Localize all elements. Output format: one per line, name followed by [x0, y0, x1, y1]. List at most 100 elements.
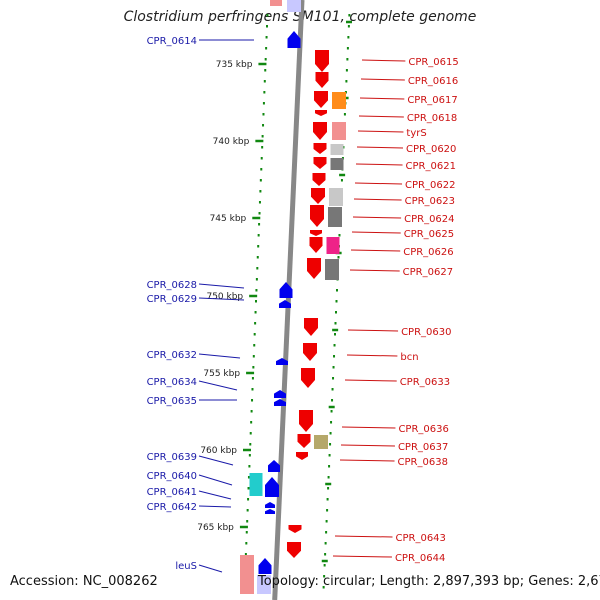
right-gene-label[interactable]: CPR_0622 — [405, 180, 455, 191]
label-leader-line — [350, 249, 401, 252]
forward-gene-arrow[interactable] — [274, 399, 286, 406]
right-gene-label[interactable]: CPR_0621 — [406, 161, 456, 172]
reverse-gene-arrow[interactable] — [315, 72, 329, 88]
label-leader-line — [198, 505, 232, 508]
right-gene-label[interactable]: CPR_0637 — [398, 442, 448, 453]
feature-box[interactable] — [330, 144, 344, 155]
feature-box[interactable] — [330, 158, 344, 170]
label-leader-line — [332, 555, 392, 558]
reverse-gene-arrow[interactable] — [313, 122, 327, 140]
right-gene-label[interactable]: CPR_0620 — [406, 144, 456, 155]
feature-box[interactable] — [325, 259, 339, 280]
reverse-gene-arrow[interactable] — [311, 188, 325, 204]
right-gene-label[interactable]: CPR_0616 — [408, 76, 458, 87]
feature-box[interactable] — [249, 473, 263, 496]
feature-box[interactable] — [332, 92, 346, 109]
reverse-gene-arrow[interactable] — [299, 410, 313, 432]
label-leader-line — [352, 216, 402, 219]
forward-gene-arrow[interactable] — [265, 477, 279, 497]
right-gene-label[interactable]: CPR_0644 — [395, 553, 445, 564]
left-gene-label[interactable]: CPR_0641 — [147, 487, 197, 498]
left-gene-label[interactable]: CPR_0628 — [147, 280, 197, 291]
forward-gene-arrow[interactable] — [268, 460, 280, 472]
left-gene-label[interactable]: leuS — [175, 561, 197, 572]
right-gene-label[interactable]: CPR_0618 — [407, 113, 457, 124]
genome-backbone — [272, 0, 305, 600]
kbp-tick-label: 760 kbp — [200, 446, 237, 456]
reverse-gene-arrow[interactable] — [287, 542, 301, 558]
feature-box[interactable] — [329, 188, 343, 206]
reverse-gene-arrow[interactable] — [310, 230, 322, 236]
label-leader-line — [198, 380, 238, 391]
left-gene-label[interactable]: CPR_0632 — [147, 350, 197, 361]
right-gene-label[interactable]: CPR_0617 — [407, 95, 457, 106]
reverse-gene-arrow[interactable] — [303, 343, 317, 361]
reverse-gene-arrow[interactable] — [307, 258, 321, 279]
kbp-tick-label: 755 kbp — [203, 369, 240, 379]
right-gene-label[interactable]: CPR_0638 — [398, 457, 448, 468]
reverse-gene-arrow[interactable] — [315, 50, 329, 72]
label-leader-line — [339, 459, 395, 462]
reverse-gene-arrow[interactable] — [313, 143, 327, 154]
feature-box[interactable] — [328, 207, 342, 227]
right-gene-label[interactable]: CPR_0633 — [400, 377, 450, 388]
forward-gene-arrow[interactable] — [279, 282, 293, 298]
reverse-gene-arrow[interactable] — [288, 525, 302, 533]
reverse-gene-arrow[interactable] — [309, 237, 323, 253]
left-gene-label[interactable]: CPR_0634 — [147, 377, 197, 388]
left-gene-label[interactable]: CPR_0640 — [147, 471, 197, 482]
kbp-tick-label: 735 kbp — [216, 60, 253, 70]
reverse-gene-arrow[interactable] — [296, 452, 308, 460]
forward-gene-arrow[interactable] — [279, 300, 291, 308]
right-gene-label[interactable]: CPR_0624 — [404, 214, 454, 225]
label-leader-line — [198, 564, 223, 573]
reverse-gene-arrow[interactable] — [297, 434, 311, 448]
right-gene-label[interactable]: CPR_0627 — [403, 267, 453, 278]
feature-box[interactable] — [326, 237, 340, 254]
right-gene-label[interactable]: CPR_0636 — [398, 424, 448, 435]
right-gene-label[interactable]: CPR_0623 — [405, 196, 455, 207]
left-gene-label[interactable]: CPR_0614 — [147, 36, 197, 47]
feature-box[interactable] — [332, 122, 346, 140]
reverse-gene-arrow[interactable] — [301, 368, 315, 388]
feature-box[interactable] — [270, 0, 282, 6]
right-gene-label[interactable]: CPR_0615 — [408, 57, 458, 68]
reverse-gene-arrow[interactable] — [310, 205, 324, 227]
feature-box[interactable] — [257, 575, 271, 594]
reverse-gene-arrow[interactable] — [312, 173, 326, 186]
label-leader-line — [347, 329, 399, 332]
left-gene-label[interactable]: CPR_0639 — [147, 452, 197, 463]
forward-gene-arrow[interactable] — [276, 358, 288, 365]
reverse-gene-arrow[interactable] — [304, 318, 318, 336]
label-leader-line — [354, 182, 403, 185]
right-gene-label[interactable]: CPR_0643 — [396, 533, 446, 544]
label-leader-line — [349, 269, 400, 272]
feature-box[interactable] — [287, 0, 301, 12]
label-leader-line — [334, 535, 393, 538]
reverse-gene-arrow[interactable] — [313, 157, 327, 169]
right-gene-label[interactable]: CPR_0630 — [401, 327, 451, 338]
kbp-tick-label: 765 kbp — [197, 523, 234, 533]
right-gene-label[interactable]: CPR_0626 — [403, 247, 453, 258]
reverse-gene-arrow[interactable] — [314, 91, 328, 108]
label-leader-line — [353, 198, 402, 201]
forward-gene-arrow[interactable] — [265, 502, 275, 508]
left-gene-label[interactable]: CPR_0642 — [147, 502, 197, 513]
topology-text: Topology: circular; Length: 2,897,393 bp… — [258, 574, 600, 589]
forward-gene-arrow[interactable] — [274, 390, 286, 398]
forward-gene-arrow[interactable] — [258, 558, 272, 574]
forward-gene-arrow[interactable] — [287, 31, 301, 48]
reverse-gene-arrow[interactable] — [315, 110, 327, 116]
feature-box[interactable] — [240, 555, 254, 594]
label-leader-line — [198, 297, 245, 301]
right-gene-label[interactable]: bcn — [400, 352, 418, 363]
right-gene-label[interactable]: CPR_0625 — [404, 229, 454, 240]
kbp-tick-label: 740 kbp — [213, 137, 250, 147]
kbp-tick-label: 745 kbp — [210, 214, 247, 224]
left-gene-label[interactable]: CPR_0635 — [147, 396, 197, 407]
feature-box[interactable] — [314, 435, 328, 449]
left-gene-label[interactable]: CPR_0629 — [147, 294, 197, 305]
right-gene-label[interactable]: tyrS — [406, 128, 426, 139]
label-leader-line — [351, 231, 401, 234]
forward-gene-arrow[interactable] — [265, 509, 275, 514]
